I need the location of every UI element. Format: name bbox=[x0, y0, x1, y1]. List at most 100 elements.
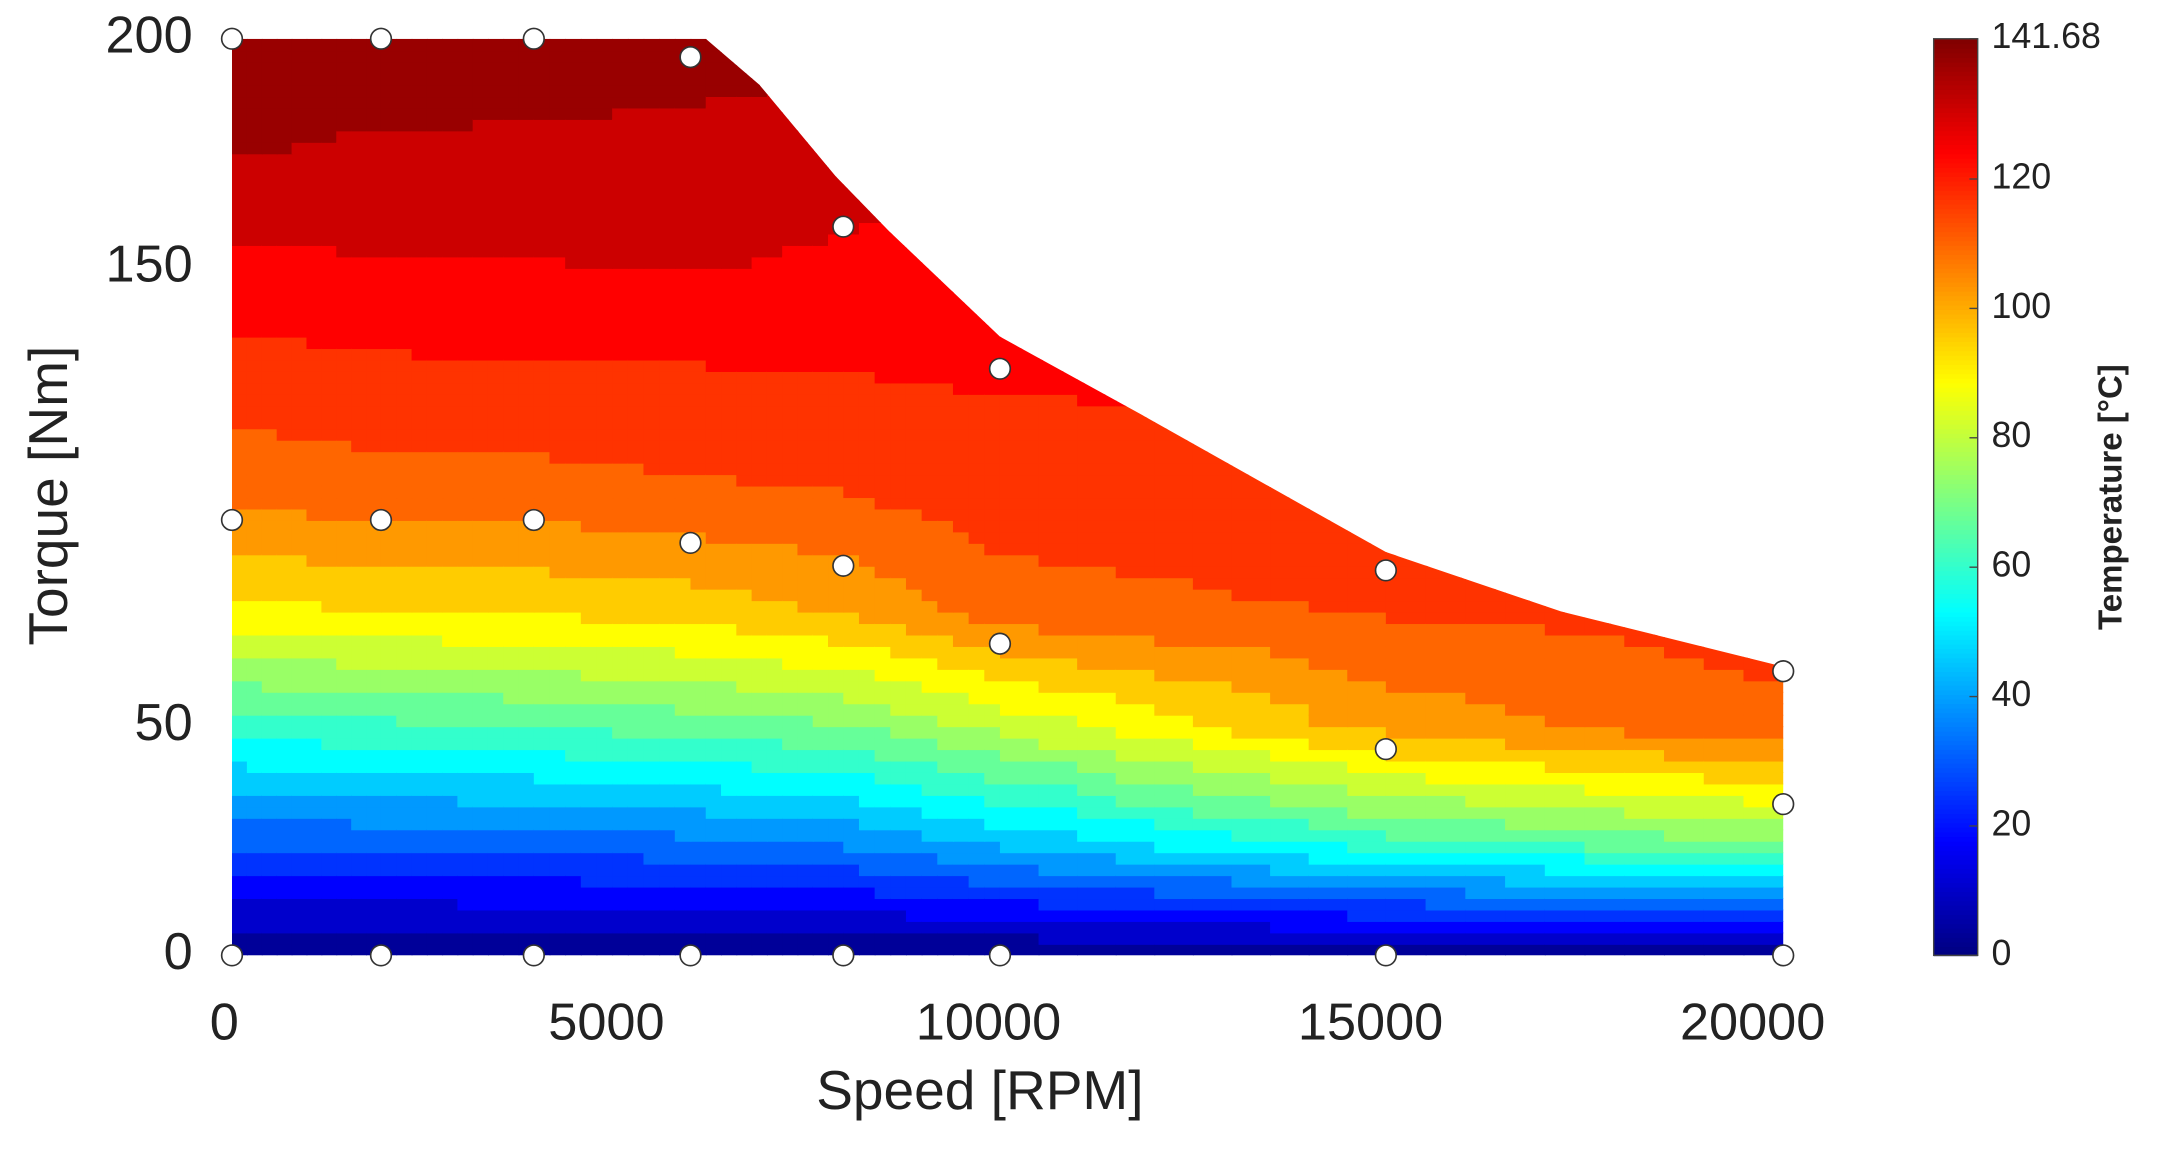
contour-cell bbox=[1584, 176, 1626, 189]
contour-cell bbox=[1385, 416, 1427, 430]
contour-cell bbox=[705, 336, 723, 350]
contour-cell bbox=[937, 210, 954, 224]
contour-cell bbox=[952, 233, 970, 246]
contour-cell bbox=[1038, 932, 1079, 945]
contour-cell bbox=[674, 668, 692, 682]
contour-cell bbox=[472, 600, 489, 613]
contour-cell bbox=[472, 508, 489, 521]
contour-cell bbox=[705, 726, 723, 739]
contour-cell bbox=[1154, 416, 1194, 430]
contour-cell bbox=[457, 244, 474, 258]
contour-cell bbox=[1038, 794, 1079, 808]
contour-cell bbox=[1385, 302, 1427, 315]
contour-cell bbox=[306, 542, 323, 556]
contour-cell bbox=[321, 852, 338, 865]
contour-cell bbox=[690, 382, 707, 395]
contour-cell bbox=[674, 623, 692, 636]
contour-cell bbox=[565, 244, 582, 258]
contour-cell bbox=[518, 371, 535, 384]
contour-cell bbox=[1385, 519, 1427, 533]
contour-cell bbox=[1584, 657, 1626, 670]
contour-cell bbox=[751, 474, 768, 487]
contour-cell bbox=[751, 187, 768, 201]
contour-cell bbox=[797, 497, 814, 510]
contour-cell bbox=[952, 726, 970, 739]
contour-cell bbox=[1308, 222, 1349, 235]
contour-cell bbox=[246, 199, 263, 212]
contour-cell bbox=[999, 371, 1040, 384]
contour-cell bbox=[306, 73, 323, 86]
contour-cell bbox=[874, 565, 892, 579]
contour-cell bbox=[1505, 428, 1546, 441]
contour-cell bbox=[612, 474, 629, 487]
contour-cell bbox=[1308, 611, 1349, 625]
contour-cell bbox=[1425, 577, 1467, 590]
contour-cell bbox=[366, 600, 382, 613]
contour-cell bbox=[276, 645, 293, 659]
contour-cell bbox=[1743, 451, 1784, 464]
contour-cell bbox=[705, 886, 723, 900]
contour-cell bbox=[1425, 840, 1467, 854]
contour-cell bbox=[797, 531, 814, 544]
contour-cell bbox=[565, 542, 582, 556]
contour-cell bbox=[721, 657, 738, 670]
contour-cell bbox=[246, 416, 263, 430]
contour-cell bbox=[705, 176, 723, 189]
contour-cell bbox=[874, 577, 892, 590]
contour-cell bbox=[905, 634, 923, 647]
contour-cell bbox=[1664, 382, 1705, 395]
contour-cell bbox=[366, 588, 382, 602]
contour-cell bbox=[396, 817, 413, 831]
contour-cell bbox=[503, 428, 520, 441]
contour-cell bbox=[1505, 267, 1546, 281]
contour-cell bbox=[659, 485, 676, 499]
contour-cell bbox=[396, 749, 413, 762]
contour-cell bbox=[472, 485, 489, 499]
contour-cell bbox=[1505, 760, 1546, 773]
contour-cell bbox=[1077, 554, 1117, 567]
contour-cell bbox=[1425, 199, 1467, 212]
contour-cell bbox=[721, 691, 738, 705]
contour-cell bbox=[472, 542, 489, 556]
contour-cell bbox=[659, 760, 676, 773]
contour-cell bbox=[306, 875, 323, 888]
contour-cell bbox=[612, 279, 629, 292]
contour-cell bbox=[1347, 542, 1387, 556]
contour-cell bbox=[874, 176, 892, 189]
contour-cell bbox=[487, 462, 505, 476]
contour-cell bbox=[843, 794, 860, 808]
contour-cell bbox=[1115, 176, 1156, 189]
contour-cell bbox=[643, 737, 661, 751]
contour-cell bbox=[828, 267, 845, 281]
contour-cell bbox=[261, 794, 278, 808]
contour-cell bbox=[291, 256, 308, 269]
contour-cell bbox=[812, 623, 829, 636]
contour-cell bbox=[797, 279, 814, 292]
contour-cell bbox=[321, 96, 338, 109]
contour-cell bbox=[1385, 794, 1427, 808]
contour-cell bbox=[890, 657, 907, 670]
contour-cell bbox=[231, 244, 248, 258]
contour-cell bbox=[1584, 290, 1626, 304]
contour-cell bbox=[1308, 749, 1349, 762]
contour-cell bbox=[426, 932, 444, 945]
contour-cell bbox=[1425, 474, 1467, 487]
contour-cell bbox=[533, 371, 551, 384]
contour-cell bbox=[518, 898, 535, 911]
contour-cell bbox=[1192, 302, 1233, 315]
contour-cell bbox=[999, 279, 1040, 292]
contour-cell bbox=[812, 153, 829, 166]
contour-cell bbox=[1077, 840, 1117, 854]
contour-cell bbox=[782, 680, 799, 693]
contour-cell bbox=[457, 794, 474, 808]
contour-cell bbox=[659, 577, 676, 590]
contour-cell bbox=[643, 829, 661, 842]
contour-cell bbox=[1038, 714, 1079, 728]
contour-cell bbox=[1465, 794, 1507, 808]
contour-cell bbox=[1192, 554, 1233, 567]
contour-cell bbox=[690, 313, 707, 327]
contour-cell bbox=[1115, 680, 1156, 693]
contour-cell bbox=[442, 393, 459, 407]
contour-cell bbox=[396, 302, 413, 315]
contour-cell bbox=[627, 244, 645, 258]
